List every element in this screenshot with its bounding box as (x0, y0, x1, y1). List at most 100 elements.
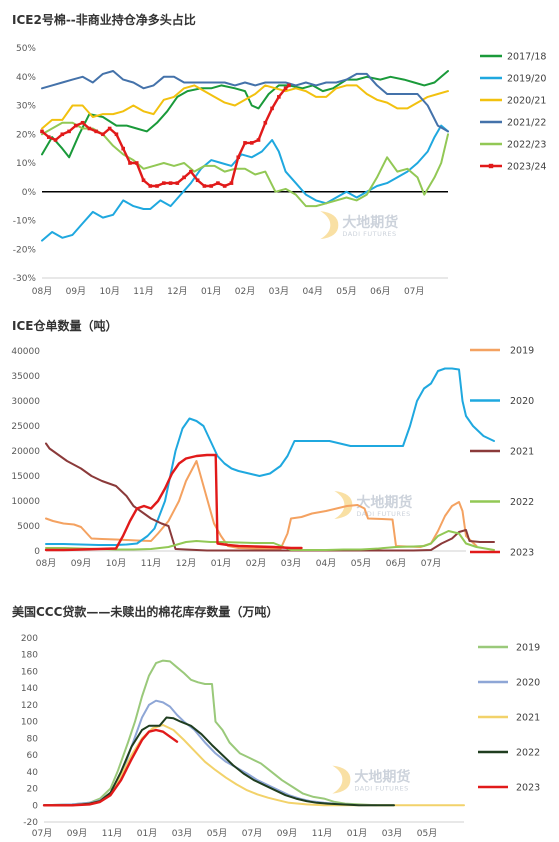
x-tick-label: 09月 (277, 828, 297, 839)
x-tick-label: 07月 (421, 558, 441, 569)
watermark-text-cn: 大地期货 (342, 214, 398, 231)
y-tick-label: 0 (34, 547, 40, 557)
data-point-marker (148, 184, 153, 188)
y-tick-label: 30000 (11, 397, 40, 407)
x-tick-label: 01月 (137, 828, 157, 839)
x-tick-label: 01月 (201, 286, 221, 297)
watermark-text-cn: 大地期货 (356, 494, 412, 511)
data-point-marker (67, 129, 71, 134)
data-point-marker (80, 120, 85, 125)
watermark-mark (320, 211, 339, 240)
y-tick-label: 20 (27, 785, 39, 795)
series-line-2020 (45, 367, 495, 546)
legend-item: 2021 (478, 713, 540, 724)
data-point-marker (229, 181, 234, 185)
data-point-marker (94, 129, 98, 134)
legend-label: 2023/24 (507, 162, 546, 173)
y-tick-label: 160 (21, 667, 38, 677)
data-point-marker (134, 161, 139, 165)
x-tick-label: 11月 (312, 828, 332, 839)
x-tick-label: 07月 (242, 828, 262, 839)
chart-title: ICE仓单数量（吨） (12, 318, 117, 333)
series-line-2019-20 (41, 124, 449, 242)
chart-2: ICE仓单数量（吨） 40000 35000 30000 25000 20000 15000… (11, 318, 534, 569)
legend-label: 2017/18 (507, 52, 546, 63)
y-tick-label: -20 (23, 818, 38, 828)
data-point-marker (162, 181, 166, 185)
x-tick-label: 03月 (382, 828, 402, 839)
x-tick-label: 02月 (246, 558, 266, 569)
series-line-2021-22 (41, 70, 449, 133)
watermark-mark (334, 491, 353, 519)
chart-3: 美国CCC贷款——未赎出的棉花库存数量（万吨）20018016014012010… (12, 604, 540, 839)
data-point-marker (216, 181, 220, 185)
data-point-marker (202, 184, 207, 188)
data-point-marker (121, 146, 125, 151)
data-point-marker (114, 132, 119, 137)
series-line-2022-23 (41, 121, 449, 208)
data-point-marker (236, 155, 241, 160)
y-tick-label: 200 (21, 634, 38, 644)
watermark-text-cn: 大地期货 (354, 769, 410, 786)
x-tick-label: 10月 (99, 286, 119, 297)
legend-item: 2023/24 (480, 162, 546, 173)
series-line-2022 (43, 716, 395, 807)
x-tick-label: 06月 (386, 558, 406, 569)
y-tick-label: 40000 (11, 347, 40, 357)
data-point-marker (243, 141, 247, 145)
series-line-2020-21 (41, 84, 449, 130)
y-tick-label: 20% (16, 130, 36, 140)
x-tick-label: 09月 (66, 286, 86, 297)
y-tick-label: 30% (16, 102, 36, 112)
data-point-marker (175, 181, 180, 185)
x-tick-label: 04月 (302, 286, 322, 297)
x-tick-label: 02月 (235, 286, 255, 297)
x-tick-label: 10月 (106, 558, 126, 569)
legend-label: 2023 (516, 783, 540, 794)
legend-label: 2023 (510, 548, 534, 559)
data-point-marker (182, 175, 186, 180)
legend-label: 2022 (510, 497, 534, 508)
x-tick-label: 01月 (347, 828, 367, 839)
chart-title: ICE2号棉--非商业持仓净多头占比 (12, 12, 196, 27)
y-tick-label: -30% (13, 274, 37, 284)
data-point-marker (195, 178, 200, 183)
series-line-2020 (43, 699, 378, 807)
series-line-2021 (45, 442, 495, 552)
x-tick-label: 04月 (316, 558, 336, 569)
y-tick-label: 15000 (11, 472, 40, 482)
legend-item: 2022 (470, 497, 534, 508)
data-point-marker (101, 132, 105, 137)
y-tick-label: 20000 (11, 447, 40, 457)
chart-1: ICE2号棉--非商业持仓净多头占比 50% 40% 30% 20% 10% 0% -10% -… (12, 12, 546, 297)
data-point-marker (168, 181, 173, 185)
x-tick-label: 01月 (211, 558, 231, 569)
legend-label: 2020 (516, 678, 540, 689)
legend-item: 2020 (478, 678, 540, 689)
y-tick-label: 180 (21, 651, 38, 661)
x-tick-label: 05月 (417, 828, 437, 839)
legend-label: 2019 (516, 643, 540, 654)
legend-label: 2019/20 (507, 74, 546, 85)
x-tick-label: 12月 (167, 286, 187, 297)
y-tick-label: 0 (32, 801, 38, 811)
data-point-marker (277, 95, 281, 99)
y-tick-label: 40 (27, 768, 39, 778)
y-tick-label: 10000 (11, 497, 40, 507)
legend-label: 2020/21 (507, 96, 546, 107)
x-tick-label: 05月 (207, 828, 227, 839)
legend-marker (488, 163, 494, 169)
data-point-marker (40, 129, 44, 134)
legend: 2019 2020 2021 2022 2023 (478, 643, 540, 794)
series-line-2023 (42, 728, 179, 807)
x-tick-label: 05月 (336, 286, 356, 297)
data-point-marker (128, 161, 132, 165)
y-tick-label: 60 (27, 751, 39, 761)
data-point-marker (209, 184, 213, 188)
series-line-2022 (45, 530, 495, 551)
x-tick-label: 06月 (370, 286, 390, 297)
x-tick-label: 08月 (32, 286, 52, 297)
